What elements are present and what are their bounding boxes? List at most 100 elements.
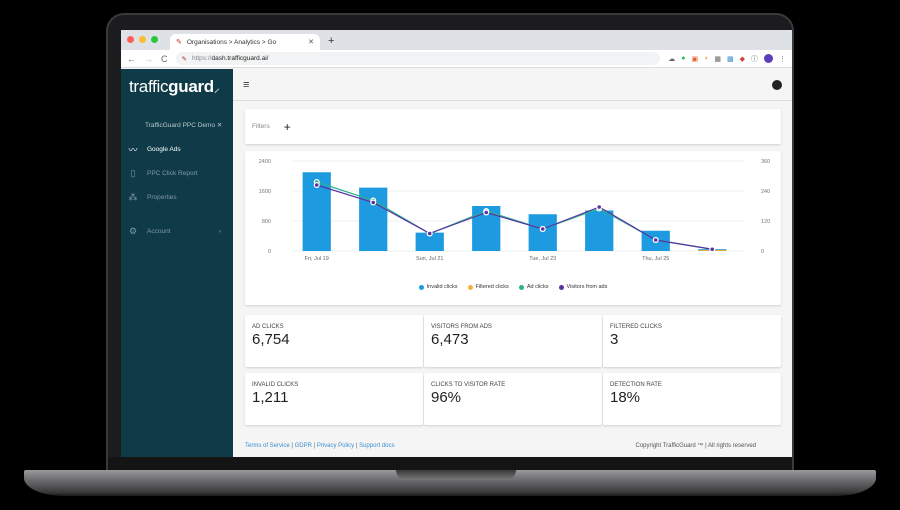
- clicks-chart: 0 0 800 120 1600 240 2400 360 Fri, Jul 19 Sun, Ju…: [259, 159, 770, 262]
- legend-marker-icon: [518, 284, 524, 290]
- separator: |: [354, 443, 360, 449]
- legend-label: Invalid clicks: [426, 284, 458, 290]
- sidebar-item-label: PPC Click Report: [147, 169, 198, 177]
- reload-button[interactable]: C: [161, 53, 168, 64]
- bar-invalid-clicks[interactable]: [415, 232, 444, 251]
- laptop-bezel: [108, 457, 792, 470]
- stat-label: Clicks to visitor rate: [431, 382, 506, 388]
- site-icon: ✎: [181, 55, 187, 63]
- stat-value: 6,473: [431, 331, 469, 348]
- filters-label: Filters: [252, 123, 270, 130]
- terms-link[interactable]: Terms of Service: [245, 443, 290, 449]
- left-axis-tick: 2400: [259, 159, 271, 165]
- right-axis-tick: 360: [761, 159, 770, 165]
- logo-text-bold: guard: [168, 77, 214, 96]
- main-content: ≡ Filters + 0 0 800 120 1600 240 2400 360 Fri, J…: [233, 69, 792, 457]
- save-icon[interactable]: ▩: [726, 55, 734, 63]
- cloud-icon[interactable]: ☁: [668, 55, 676, 63]
- stat-filtered-clicks: Filtered clicks 3: [603, 315, 781, 367]
- right-axis-tick: 120: [761, 219, 770, 225]
- app: trafficguard⸝ TrafficGuard PPC Demo ✕ 〰 …: [121, 69, 792, 457]
- laptop-notch: [396, 470, 516, 480]
- stat-label: Invalid clicks: [252, 382, 299, 388]
- gdpr-link[interactable]: GDPR: [294, 443, 312, 449]
- pdf-icon[interactable]: ▣: [691, 55, 699, 63]
- footer-links: Terms of Service | GDPR | Privacy Policy…: [245, 443, 394, 449]
- hamburger-menu-icon[interactable]: ≡: [243, 78, 250, 91]
- grid-icon[interactable]: ▦: [714, 55, 721, 63]
- sidebar-item-properties[interactable]: ⁂ Properties: [121, 185, 233, 209]
- sidebar-item-label: Google Ads: [147, 145, 181, 153]
- copyright: Copyright TrafficGuard ™ | All rights re…: [635, 443, 757, 449]
- x-axis-tick: Fri, Jul 19: [305, 256, 329, 262]
- data-point[interactable]: [597, 205, 602, 209]
- logo-text-light: traffic: [129, 77, 169, 96]
- support-docs-link[interactable]: Support docs: [359, 443, 395, 449]
- maximize-window-button[interactable]: [151, 36, 158, 43]
- data-point[interactable]: [710, 247, 715, 252]
- profile-avatar[interactable]: [764, 54, 773, 63]
- legend-item[interactable]: Ad clicks: [518, 284, 549, 290]
- data-point[interactable]: [484, 210, 489, 215]
- data-point[interactable]: [314, 183, 319, 187]
- data-point[interactable]: [371, 200, 376, 205]
- back-button[interactable]: ←: [127, 53, 136, 64]
- data-point[interactable]: [653, 238, 658, 242]
- legend-item[interactable]: Invalid clicks: [418, 284, 458, 290]
- privacy-link[interactable]: Privacy Policy: [316, 443, 355, 449]
- right-axis-tick: 0: [761, 249, 764, 255]
- evernote-icon[interactable]: ●: [681, 55, 686, 62]
- bar-invalid-clicks[interactable]: [528, 214, 557, 251]
- right-axis-tick: 240: [761, 189, 770, 195]
- stat-label: Ad clicks: [252, 324, 284, 330]
- legend-marker-icon: [418, 284, 424, 290]
- separator: |: [311, 443, 317, 449]
- org-selector[interactable]: TrafficGuard PPC Demo ✕: [145, 122, 223, 129]
- data-point[interactable]: [540, 227, 545, 231]
- legend-item[interactable]: Visitors from ads: [558, 284, 608, 290]
- report-icon: ▯: [130, 167, 136, 178]
- address-bar[interactable]: ✎ https://dash.trafficguard.ai/: [175, 52, 661, 65]
- new-tab-button[interactable]: +: [328, 35, 335, 47]
- legend-item[interactable]: Filtered clicks: [467, 284, 509, 290]
- left-axis-tick: 800: [262, 219, 271, 225]
- properties-icon: ⁂: [128, 191, 138, 202]
- minimize-window-button[interactable]: [139, 36, 146, 43]
- data-point[interactable]: [427, 231, 432, 236]
- sidebar-item-google-ads[interactable]: 〰 Google Ads: [121, 137, 233, 161]
- sidebar-item-label: Account: [147, 227, 171, 235]
- rss-icon[interactable]: ◗: [704, 55, 709, 62]
- sidebar: trafficguard⸝ TrafficGuard PPC Demo ✕ 〰 …: [121, 69, 233, 457]
- stats-row: Ad clicks 6,754 Visitors from ads 6,473 …: [245, 315, 781, 367]
- browser-tab[interactable]: ✎ Organisations > Analytics > Go ✕: [170, 34, 320, 50]
- legend-label: Filtered clicks: [475, 284, 509, 290]
- feather-icon: ⸝: [213, 81, 220, 95]
- add-filter-button[interactable]: +: [283, 119, 291, 134]
- screen: ✎ Organisations > Analytics > Go ✕ + ← →…: [121, 30, 792, 457]
- menu-icon[interactable]: ⋮: [779, 55, 786, 63]
- bar-invalid-clicks[interactable]: [585, 210, 614, 252]
- browser-tabbar: ✎ Organisations > Analytics > Go ✕ +: [121, 30, 792, 50]
- forward-button[interactable]: →: [144, 53, 153, 64]
- sidebar-item-label: Properties: [147, 193, 177, 201]
- window-controls: [121, 36, 158, 50]
- stats-row: Invalid clicks 1,211 Clicks to visitor r…: [245, 373, 781, 425]
- tab-close-button[interactable]: ✕: [308, 39, 314, 46]
- close-window-button[interactable]: [127, 36, 134, 43]
- gear-icon: ⚙: [128, 225, 138, 236]
- stat-label: Detection rate: [610, 382, 662, 388]
- stat-label: Visitors from ads: [431, 324, 492, 330]
- legend-label: Visitors from ads: [566, 284, 608, 290]
- stat-value: 1,211: [252, 389, 289, 406]
- logo[interactable]: trafficguard⸝: [121, 69, 233, 97]
- x-axis-tick: Sun, Jul 21: [416, 256, 444, 262]
- account-circle-icon[interactable]: [772, 79, 782, 90]
- sidebar-item-ppc-click-report[interactable]: ▯ PPC Click Report: [121, 161, 233, 185]
- line-visitors-from-ads: [316, 184, 713, 250]
- chart-legend: Invalid clicks Filtered clicks Ad clicks Vi…: [245, 284, 781, 290]
- tab-title: Organisations > Analytics > Go: [186, 38, 277, 46]
- chevron-right-icon: ›: [218, 227, 221, 235]
- badge-icon[interactable]: ◆: [739, 55, 745, 63]
- info-icon[interactable]: ⓘ: [751, 55, 758, 63]
- sidebar-item-account[interactable]: ⚙ Account ›: [121, 219, 233, 243]
